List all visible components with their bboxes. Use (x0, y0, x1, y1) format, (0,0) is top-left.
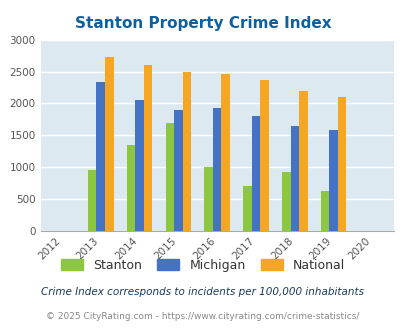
Legend: Stanton, Michigan, National: Stanton, Michigan, National (57, 255, 348, 276)
Bar (165, 123, 174, 231)
Bar (126, 145, 135, 231)
Bar (96, 82, 105, 231)
Text: Crime Index corresponds to incidents per 100,000 inhabitants: Crime Index corresponds to incidents per… (41, 287, 364, 297)
Bar (281, 172, 290, 231)
Bar (174, 110, 182, 231)
Bar (204, 167, 212, 231)
Bar (260, 81, 268, 231)
Bar (298, 91, 307, 231)
Bar (221, 74, 230, 231)
Bar (135, 100, 143, 231)
Text: Stanton Property Crime Index: Stanton Property Crime Index (75, 16, 330, 31)
Bar (143, 65, 152, 231)
Bar (251, 116, 260, 231)
Bar (320, 191, 328, 231)
Text: © 2025 CityRating.com - https://www.cityrating.com/crime-statistics/: © 2025 CityRating.com - https://www.city… (46, 312, 359, 321)
Bar (105, 57, 113, 231)
Bar (182, 72, 191, 231)
Bar (243, 186, 251, 231)
Bar (212, 108, 221, 231)
Bar (290, 126, 298, 231)
Bar (88, 170, 96, 231)
Bar (337, 97, 345, 231)
Bar (328, 130, 337, 231)
